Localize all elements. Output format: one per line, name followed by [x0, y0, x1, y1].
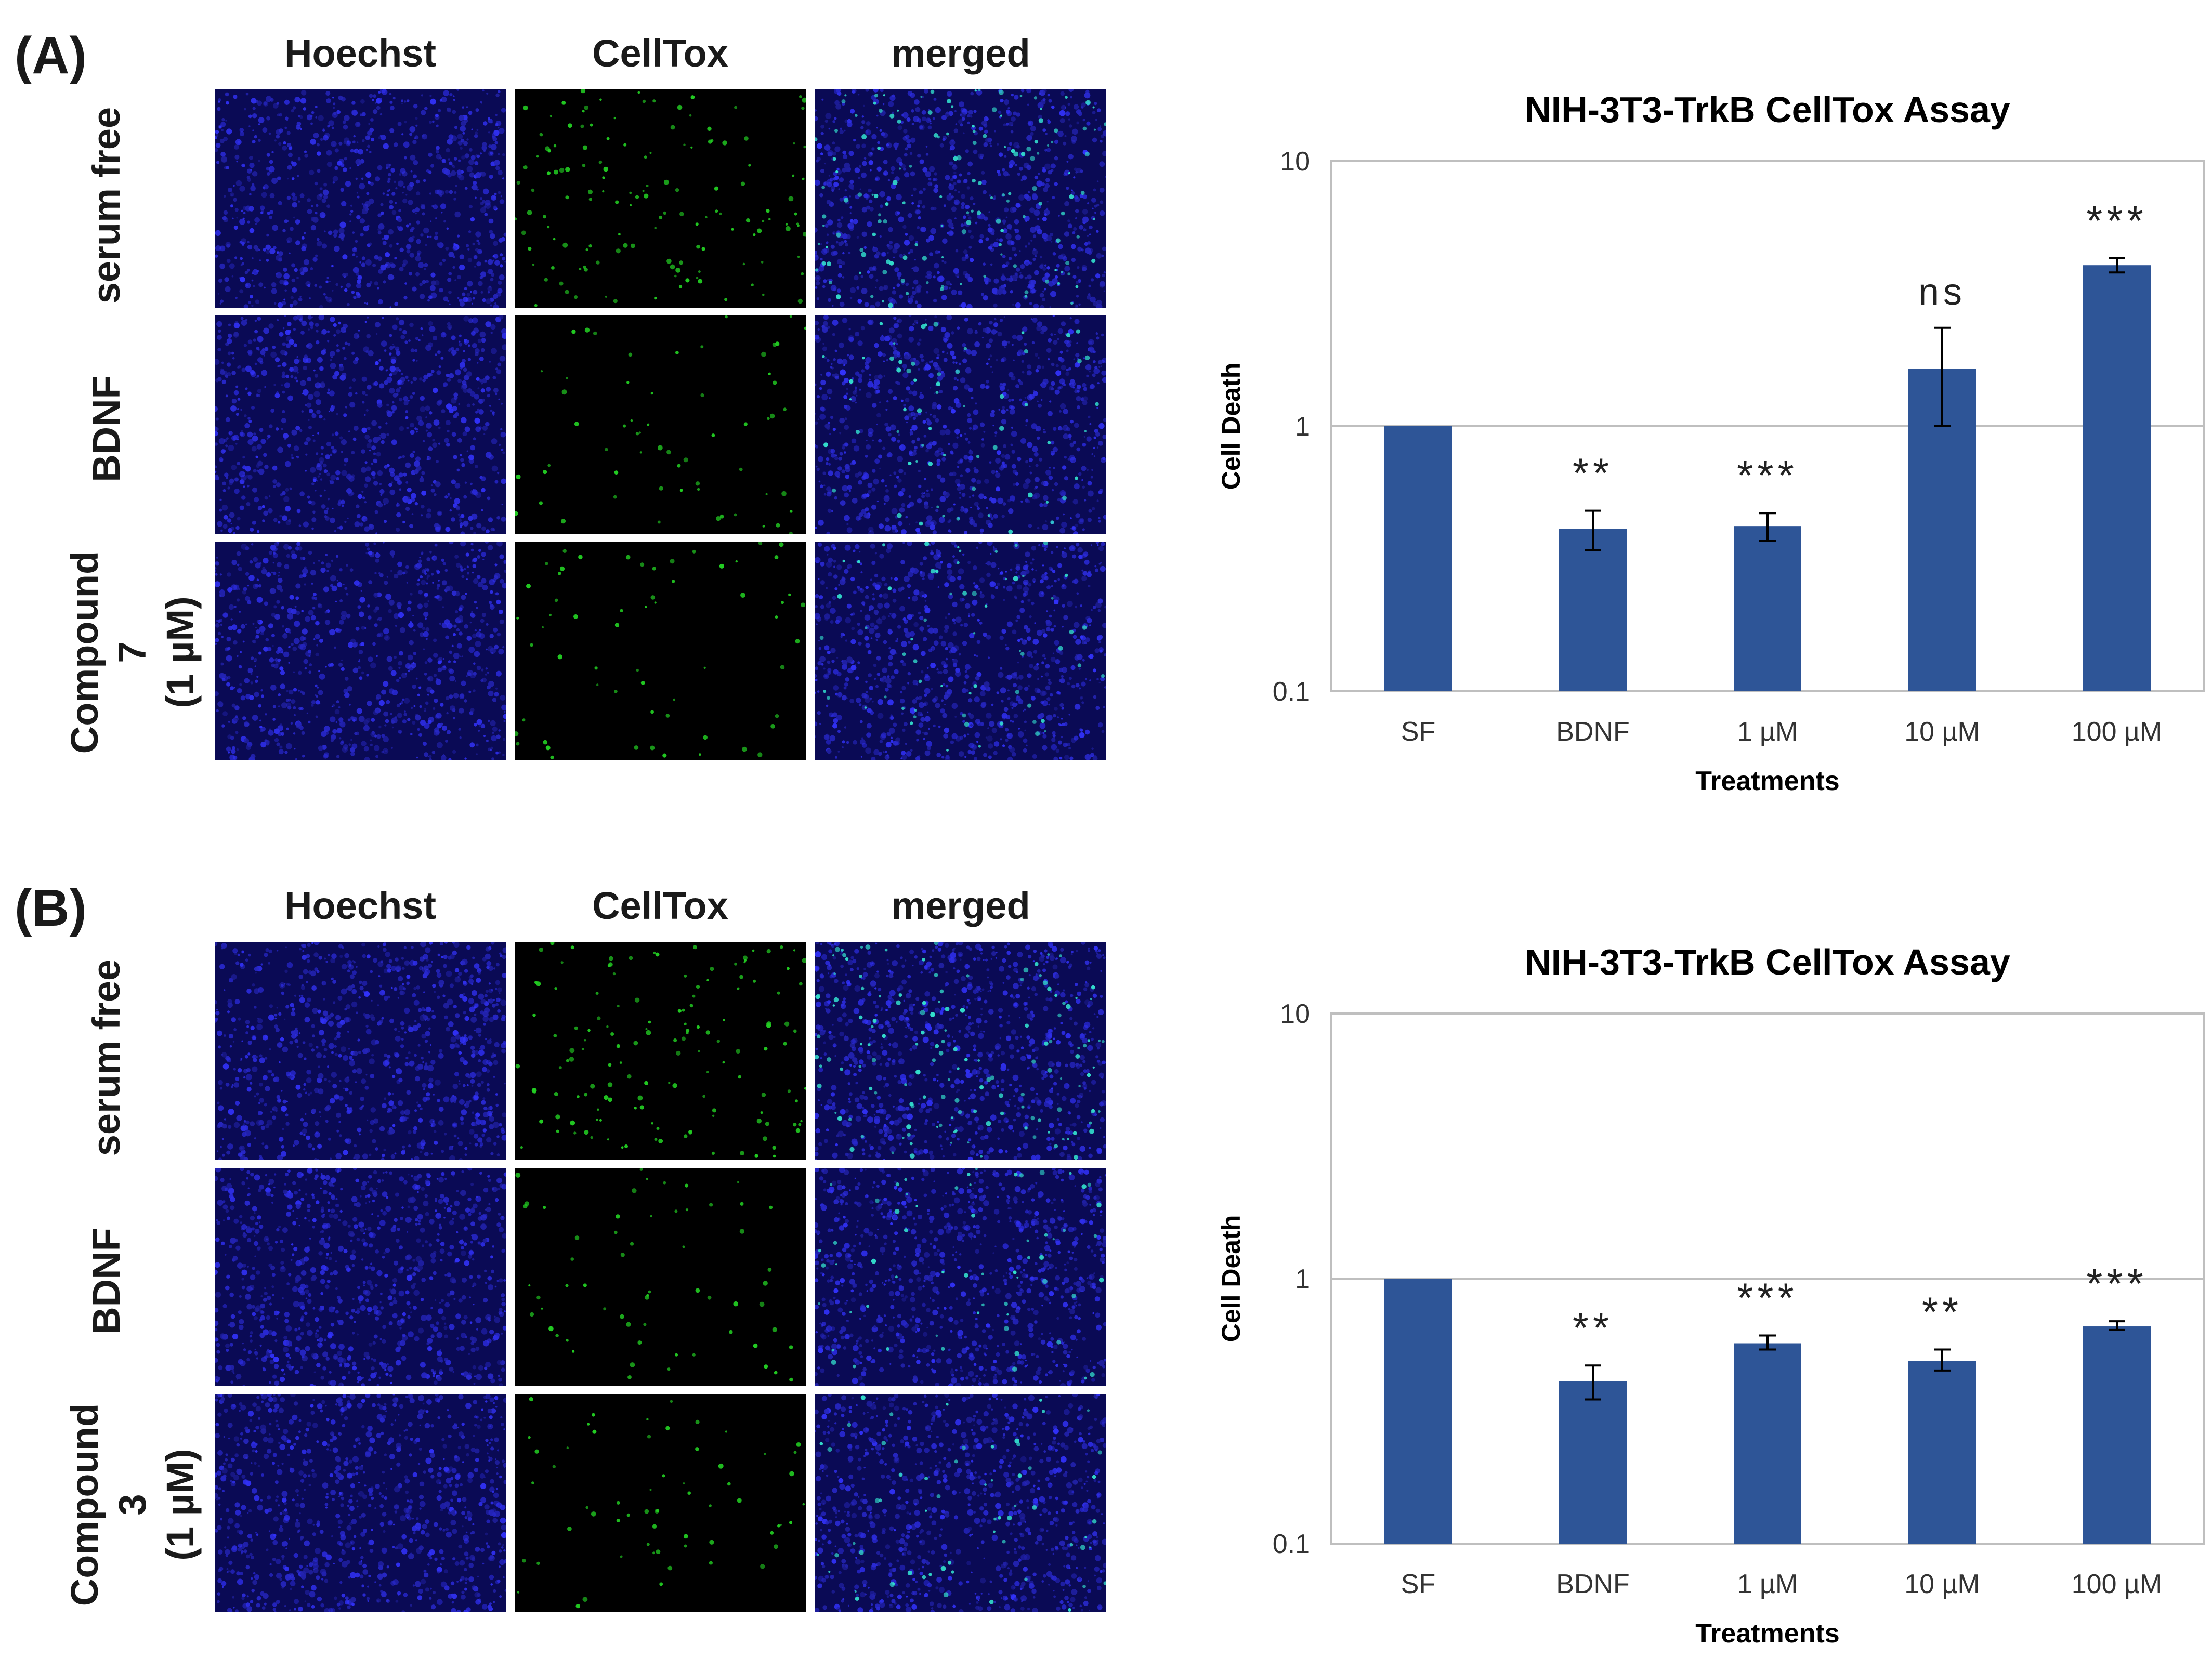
panel-label: (A): [15, 26, 87, 86]
panel-a: (A) Hoechst CellTox merged serum free BD…: [0, 0, 2212, 817]
column-header-merged: merged: [815, 884, 1106, 928]
row-label-line: (1 µM): [156, 543, 204, 761]
micrograph-compound-celltox: [515, 1394, 806, 1612]
x-tick-label: 1 µM: [1737, 717, 1798, 747]
row-label-line: serum free: [83, 949, 130, 1167]
row-label-line: Compound 7: [61, 543, 156, 761]
significance-label: ***: [1737, 452, 1798, 498]
y-axis-label: Cell Death: [1216, 363, 1246, 490]
y-tick-label: 0.1: [1273, 677, 1310, 707]
panel-label: (B): [15, 878, 87, 938]
x-tick-label: SF: [1401, 1569, 1435, 1599]
micrograph-compound-merged: [815, 542, 1106, 760]
micrograph-compound-celltox: [515, 542, 806, 760]
micrograph-bdnf-celltox: [515, 315, 806, 534]
y-tick-label: 10: [1280, 147, 1310, 177]
x-axis-label: Treatments: [1695, 766, 1839, 796]
column-header-celltox: CellTox: [515, 884, 806, 928]
micrograph-serum-free-celltox: [515, 942, 806, 1160]
micrograph-compound-merged: [815, 1394, 1106, 1612]
micrograph-compound-hoechst: [215, 1394, 506, 1612]
bar: [1734, 1344, 1801, 1544]
micrograph-bdnf-celltox: [515, 1168, 806, 1386]
micrograph-serum-free-hoechst: [215, 89, 506, 308]
row-label-bdnf: BDNF: [83, 320, 130, 538]
x-tick-label: 100 µM: [2072, 1569, 2162, 1599]
micrograph-bdnf-merged: [815, 1168, 1106, 1386]
row-label-compound: Compound 7 (1 µM): [61, 543, 204, 761]
y-tick-label: 0.1: [1273, 1529, 1310, 1559]
bar: [1384, 1279, 1452, 1544]
column-header-merged: merged: [815, 31, 1106, 75]
column-header-hoechst: Hoechst: [215, 884, 506, 928]
bar: [1559, 529, 1627, 691]
x-tick-label: 100 µM: [2072, 717, 2162, 747]
significance-label: ***: [1737, 1274, 1798, 1321]
bar: [2083, 1326, 2151, 1544]
row-label-line: (1 µM): [156, 1396, 204, 1614]
bar-chart-a: NIH-3T3-TrkB CellTox Assay Cell Death Tr…: [1196, 78, 2212, 819]
micrograph-serum-free-merged: [815, 942, 1106, 1160]
bar: [1384, 426, 1452, 691]
y-tick-label: 10: [1280, 999, 1310, 1029]
x-tick-label: BDNF: [1556, 1569, 1630, 1599]
row-label-line: Compound 3: [61, 1396, 156, 1614]
bar: [1734, 526, 1801, 691]
chart-title: NIH-3T3-TrkB CellTox Assay: [1525, 89, 2010, 130]
row-label-line: BDNF: [83, 1172, 130, 1390]
micrograph-bdnf-hoechst: [215, 1168, 506, 1386]
row-label-compound: Compound 3 (1 µM): [61, 1396, 204, 1614]
micrograph-bdnf-merged: [815, 315, 1106, 534]
x-tick-label: 10 µM: [1904, 717, 1980, 747]
x-tick-label: SF: [1401, 717, 1435, 747]
x-tick-label: 1 µM: [1737, 1569, 1798, 1599]
micrograph-compound-hoechst: [215, 542, 506, 760]
chart-svg: NIH-3T3-TrkB CellTox Assay Cell Death Tr…: [1196, 930, 2212, 1668]
row-label-serum-free: serum free: [83, 96, 130, 314]
panel-b: (B) Hoechst CellTox merged serum free BD…: [0, 852, 2212, 1669]
bar: [1559, 1381, 1627, 1544]
row-label-line: serum free: [83, 96, 130, 314]
column-header-hoechst: Hoechst: [215, 31, 506, 75]
micrograph-serum-free-celltox: [515, 89, 806, 308]
row-label-bdnf: BDNF: [83, 1172, 130, 1390]
y-axis-label: Cell Death: [1216, 1215, 1246, 1343]
chart-svg: NIH-3T3-TrkB CellTox Assay Cell Death Tr…: [1196, 78, 2212, 816]
bar-chart-b: NIH-3T3-TrkB CellTox Assay Cell Death Tr…: [1196, 930, 2212, 1671]
significance-label: **: [1573, 450, 1613, 496]
significance-label: ***: [2086, 1260, 2147, 1307]
significance-label: ***: [2086, 198, 2147, 244]
micrograph-serum-free-hoechst: [215, 942, 506, 1160]
micrograph-serum-free-merged: [815, 89, 1106, 308]
column-header-celltox: CellTox: [515, 31, 806, 75]
x-tick-label: BDNF: [1556, 717, 1630, 747]
y-tick-label: 1: [1295, 1264, 1310, 1294]
significance-label: **: [1922, 1288, 1962, 1335]
micrograph-bdnf-hoechst: [215, 315, 506, 534]
chart-title: NIH-3T3-TrkB CellTox Assay: [1525, 942, 2010, 982]
bar: [1908, 1361, 1976, 1544]
row-label-serum-free: serum free: [83, 949, 130, 1167]
row-label-line: BDNF: [83, 320, 130, 538]
significance-label: ns: [1918, 271, 1966, 313]
y-tick-label: 1: [1295, 412, 1310, 442]
bar: [2083, 265, 2151, 691]
x-tick-label: 10 µM: [1904, 1569, 1980, 1599]
x-axis-label: Treatments: [1695, 1619, 1839, 1649]
significance-label: **: [1573, 1305, 1613, 1351]
